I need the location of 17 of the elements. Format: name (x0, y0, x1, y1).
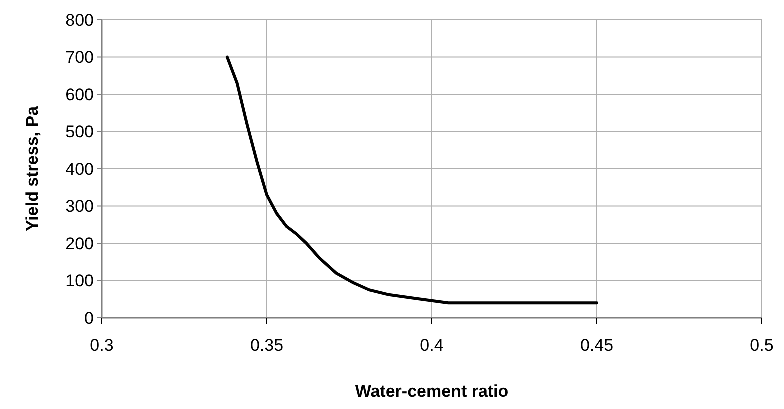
line-series (226, 56, 598, 305)
x-axis-title: Water-cement ratio (355, 382, 509, 401)
y-tick-label: 100 (66, 272, 94, 291)
x-tick-label: 0.5 (750, 336, 774, 355)
x-tick-label: 0.35 (250, 336, 284, 355)
y-tick-label: 600 (66, 85, 94, 104)
y-axis-title: Yield stress, Pa (23, 106, 42, 232)
y-tick-label: 0 (84, 308, 94, 328)
y-tick-label: 200 (66, 234, 94, 254)
y-tick-label: 400 (66, 160, 94, 179)
x-tick-label: 0.45 (580, 336, 614, 355)
y-tick-label: 500 (66, 122, 94, 142)
x-tick-label: 0.4 (420, 336, 444, 355)
y-tick-label: 300 (66, 197, 94, 216)
x-tick-label: 0.3 (90, 336, 114, 355)
y-tick-label: 800 (66, 10, 94, 30)
y-tick-label: 700 (66, 48, 94, 68)
